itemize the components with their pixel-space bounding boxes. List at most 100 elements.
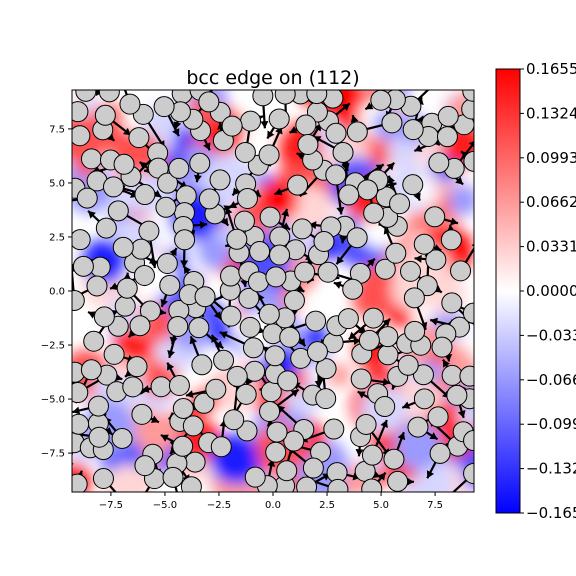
atom-marker bbox=[172, 397, 194, 419]
colorbar-tick-label: 0.0993 bbox=[526, 149, 576, 167]
displacement-arrowhead bbox=[414, 144, 423, 152]
y-tick-label: 7.5 bbox=[49, 124, 65, 135]
atom-marker bbox=[147, 157, 169, 179]
displacement-arrowhead bbox=[314, 380, 323, 388]
atom-marker bbox=[283, 430, 305, 452]
atom-marker bbox=[72, 289, 85, 311]
displacement-arrowhead bbox=[189, 336, 198, 345]
atom-marker bbox=[221, 115, 243, 137]
atom-marker bbox=[95, 217, 117, 239]
atom-marker bbox=[274, 90, 296, 105]
atom-marker bbox=[440, 229, 462, 251]
atom-marker bbox=[346, 121, 368, 143]
plot-area bbox=[61, 57, 493, 492]
atom-marker bbox=[323, 418, 345, 440]
displacement-arrowhead bbox=[380, 419, 388, 428]
x-tick-label: 0.0 bbox=[265, 500, 281, 511]
atom-marker bbox=[80, 359, 102, 381]
atom-marker bbox=[150, 376, 172, 398]
atom-marker bbox=[88, 426, 110, 448]
atom-marker bbox=[72, 101, 89, 123]
displacement-arrowhead bbox=[210, 57, 217, 65]
atom-marker bbox=[413, 233, 435, 255]
atom-marker bbox=[188, 317, 210, 339]
atom-marker bbox=[362, 307, 384, 329]
atom-marker bbox=[133, 264, 155, 286]
x-tick-label: 5.0 bbox=[373, 500, 389, 511]
y-tick-label: 5.0 bbox=[49, 178, 65, 189]
displacement-arrowhead bbox=[450, 217, 459, 226]
y-tick-label: −2.5 bbox=[41, 341, 65, 352]
atom-marker bbox=[182, 415, 204, 437]
displacement-arrowhead bbox=[160, 434, 169, 442]
displacement-arrowhead bbox=[245, 377, 253, 386]
displacement-arrowhead bbox=[281, 208, 290, 217]
atom-marker bbox=[240, 110, 262, 132]
atom-marker bbox=[350, 368, 372, 390]
displacement-arrowhead bbox=[213, 311, 222, 320]
displacement-arrowhead bbox=[149, 256, 158, 264]
displacement-arrowhead bbox=[375, 164, 384, 172]
displacement-arrowhead bbox=[485, 390, 493, 398]
atom-marker bbox=[337, 308, 359, 330]
displacement-arrowhead bbox=[383, 226, 392, 235]
atom-marker bbox=[413, 388, 435, 410]
atom-marker bbox=[236, 187, 258, 209]
atom-marker bbox=[220, 265, 242, 287]
displacement-arrowhead bbox=[296, 152, 305, 160]
atom-marker bbox=[75, 90, 97, 102]
atom-marker bbox=[315, 358, 337, 380]
displacement-arrowhead bbox=[333, 281, 342, 289]
atom-marker bbox=[306, 341, 328, 363]
atom-marker bbox=[265, 441, 287, 463]
atom-marker bbox=[233, 210, 255, 232]
atom-marker bbox=[459, 365, 474, 387]
displacement-arrowhead bbox=[355, 449, 364, 457]
atom-marker bbox=[116, 277, 138, 299]
displacement-arrowhead bbox=[167, 362, 175, 371]
x-tick-label: 7.5 bbox=[427, 500, 443, 511]
atom-marker bbox=[377, 344, 399, 366]
displacement-arrowhead bbox=[468, 141, 474, 148]
atom-markers bbox=[72, 90, 474, 492]
displacement-arrowhead bbox=[72, 406, 81, 415]
atom-marker bbox=[428, 152, 450, 174]
displacement-arrowhead bbox=[61, 152, 69, 160]
chart-title: bcc edge on (112) bbox=[186, 67, 359, 89]
atom-marker bbox=[370, 90, 392, 111]
atom-marker bbox=[402, 174, 424, 196]
colorbar-tick-label: 0.0331 bbox=[526, 238, 576, 256]
displacement-arrow bbox=[471, 90, 474, 92]
displacement-arrowhead bbox=[172, 128, 180, 137]
x-tick-label: −2.5 bbox=[207, 500, 231, 511]
atom-marker bbox=[425, 249, 447, 271]
atom-marker bbox=[134, 184, 156, 206]
atom-marker bbox=[446, 384, 468, 406]
atom-marker bbox=[306, 90, 328, 105]
atom-marker bbox=[72, 473, 88, 492]
atom-marker bbox=[461, 98, 474, 120]
displacement-arrowhead bbox=[386, 162, 395, 171]
atom-marker bbox=[387, 470, 409, 492]
colorbar-tick-label: 0.1324 bbox=[526, 104, 576, 122]
atom-marker bbox=[363, 202, 385, 224]
displacement-arrowhead bbox=[224, 206, 233, 215]
x-tick-label: −7.5 bbox=[99, 500, 123, 511]
displacement-arrowhead bbox=[88, 311, 97, 319]
displacement-arrowhead bbox=[382, 318, 391, 327]
atom-marker bbox=[296, 476, 318, 492]
atom-marker bbox=[305, 310, 327, 332]
atom-marker bbox=[113, 153, 135, 175]
atom-marker bbox=[416, 275, 438, 297]
displacement-arrowhead bbox=[193, 174, 202, 183]
atom-marker bbox=[234, 141, 256, 163]
atom-marker bbox=[83, 330, 105, 352]
atom-marker bbox=[338, 184, 360, 206]
displacement-arrowhead bbox=[382, 378, 391, 386]
atom-marker bbox=[412, 364, 434, 386]
displacement-arrowhead bbox=[119, 78, 127, 86]
displacement-arrowhead bbox=[88, 210, 96, 219]
y-axis: −7.5 −5.0 −2.5 0.0 2.5 5.0 7.5 bbox=[41, 124, 72, 460]
atom-marker bbox=[377, 326, 399, 348]
atom-marker bbox=[302, 457, 324, 479]
